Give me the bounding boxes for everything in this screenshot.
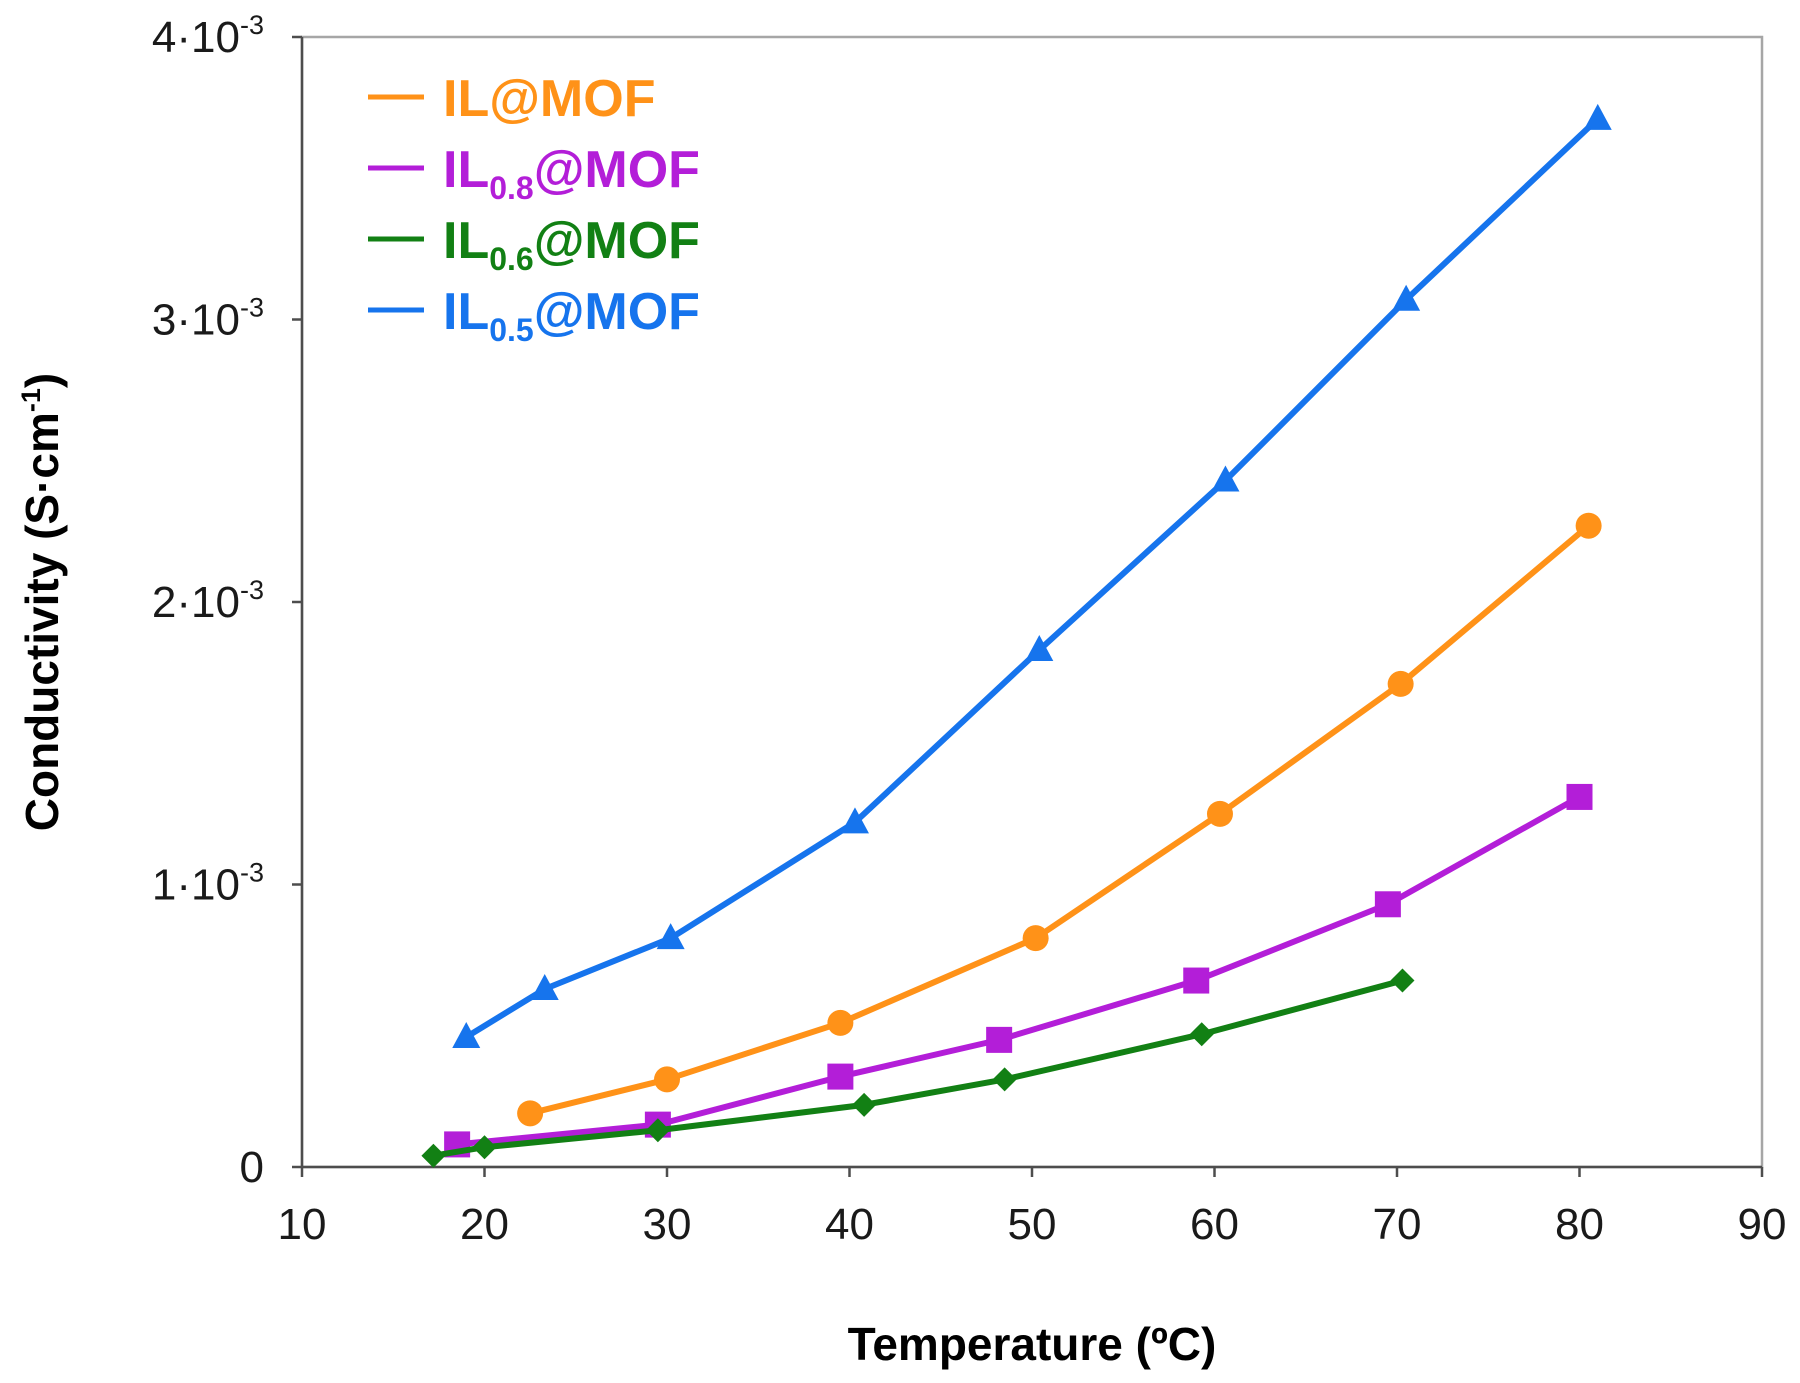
y-tick-label: 1·10-3 xyxy=(152,858,264,910)
data-point xyxy=(1566,783,1593,810)
data-point xyxy=(656,923,685,950)
y-tick-exponent: -3 xyxy=(240,575,264,605)
data-point xyxy=(1392,284,1421,311)
y-tick-label: 2·10-3 xyxy=(152,575,264,627)
data-point xyxy=(1374,891,1401,918)
data-point xyxy=(1390,968,1415,993)
y-tick-mantissa: 0 xyxy=(240,1143,264,1192)
legend-label: IL0.5@MOF xyxy=(443,283,700,348)
series-line xyxy=(464,116,1600,1040)
y-tick-mantissa: 1·10 xyxy=(152,861,240,910)
legend-label: IL0.8@MOF xyxy=(443,141,700,206)
data-point xyxy=(1183,967,1210,994)
data-point xyxy=(1583,103,1612,130)
x-tick-label: 50 xyxy=(1008,1200,1057,1249)
legend-item: IL@MOF xyxy=(368,70,655,128)
y-tick-exponent: -3 xyxy=(240,10,264,40)
y-axis: 01·10-32·10-33·10-34·10-3 xyxy=(152,10,304,1192)
data-point xyxy=(1025,635,1054,662)
x-tick-label: 10 xyxy=(278,1200,327,1249)
data-point xyxy=(992,1067,1017,1092)
data-point xyxy=(986,1026,1013,1053)
y-tick-mantissa: 2·10 xyxy=(152,578,240,627)
y-tick-mantissa: 4·10 xyxy=(152,13,240,62)
y-axis-title-base: Conductivity (S·cm xyxy=(16,412,68,831)
data-point xyxy=(1189,1022,1214,1047)
data-point xyxy=(472,1135,497,1160)
plot-area xyxy=(300,35,1764,1169)
data-point xyxy=(452,1022,481,1049)
data-point xyxy=(1211,465,1240,492)
y-tick-label: 3·10-3 xyxy=(152,293,264,345)
series-1 xyxy=(444,783,1593,1158)
data-point xyxy=(852,1092,877,1117)
series-2 xyxy=(421,968,1415,1168)
data-point xyxy=(827,1063,854,1090)
x-tick-label: 90 xyxy=(1738,1200,1787,1249)
data-point xyxy=(645,1118,670,1143)
legend-item: IL0.6@MOF xyxy=(368,212,700,277)
y-tick-label: 4·10-3 xyxy=(152,10,264,62)
data-point xyxy=(654,1066,680,1093)
series-line xyxy=(529,523,1591,1117)
x-tick-label: 20 xyxy=(460,1200,509,1249)
y-axis-title-tail: ) xyxy=(16,373,68,388)
data-point xyxy=(517,1100,544,1127)
data-point xyxy=(530,974,559,1001)
x-axis-title: Temperature (ºC) xyxy=(848,1318,1217,1370)
legend-label: IL@MOF xyxy=(443,70,655,128)
data-point xyxy=(1387,670,1414,697)
y-tick-mantissa: 3·10 xyxy=(152,296,240,345)
y-tick-exponent: -3 xyxy=(240,858,264,888)
x-tick-label: 70 xyxy=(1373,1200,1422,1249)
data-point xyxy=(827,1009,854,1036)
x-tick-label: 80 xyxy=(1555,1200,1604,1249)
legend-item: IL0.8@MOF xyxy=(368,141,700,206)
y-axis-title: Conductivity (S·cm-1) xyxy=(16,373,68,832)
x-tick-label: 60 xyxy=(1190,1200,1239,1249)
data-point xyxy=(840,807,869,834)
x-tick-label: 40 xyxy=(825,1200,874,1249)
series-0 xyxy=(517,512,1602,1127)
y-axis-title-sup: -1 xyxy=(16,388,46,412)
x-axis: 10 20 30 40 50 60 70 80 90 xyxy=(278,1165,1787,1249)
x-tick-label: 30 xyxy=(643,1200,692,1249)
data-point xyxy=(1022,925,1049,952)
data-point xyxy=(1206,800,1233,827)
y-tick-exponent: -3 xyxy=(240,293,264,323)
legend-item: IL0.5@MOF xyxy=(368,283,700,348)
series-layer xyxy=(421,103,1612,1168)
y-tick-label: 0 xyxy=(240,1143,264,1192)
legend-label: IL0.6@MOF xyxy=(443,212,700,277)
data-point xyxy=(421,1143,446,1168)
data-point xyxy=(1575,512,1602,539)
series-3 xyxy=(452,103,1612,1049)
